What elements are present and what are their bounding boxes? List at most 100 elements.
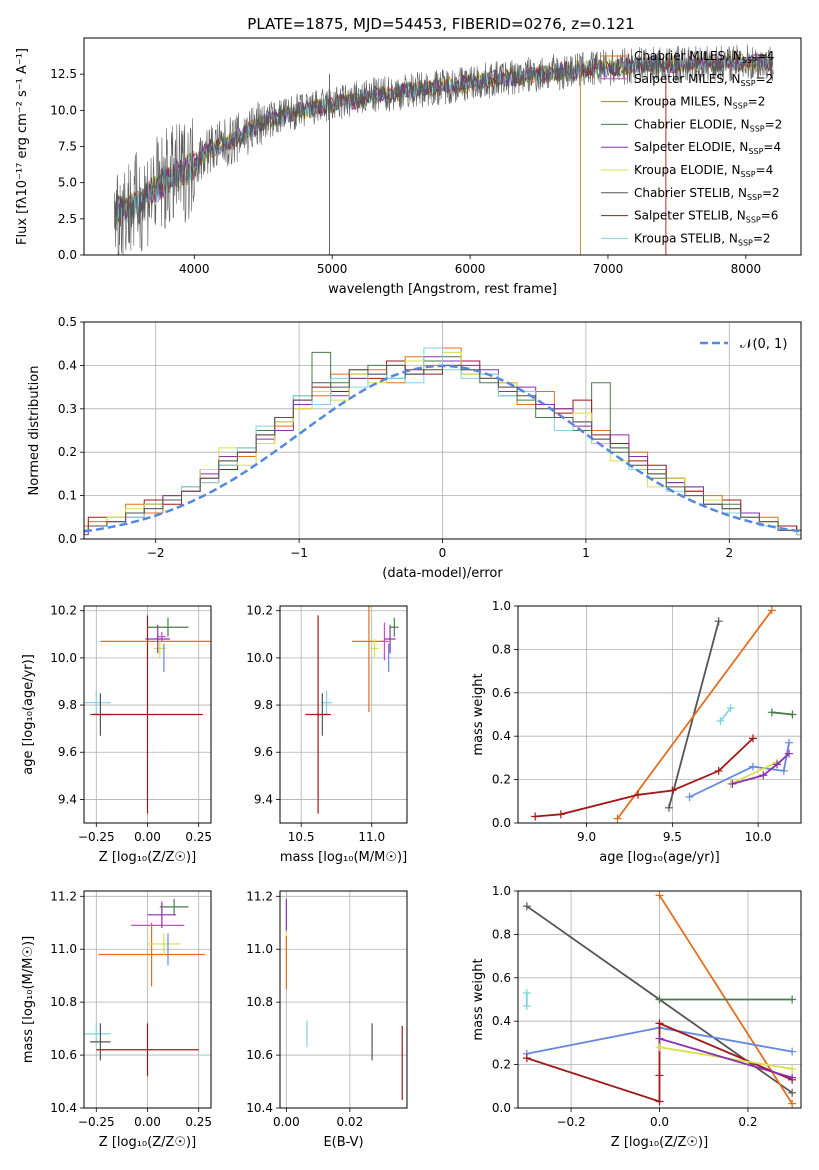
y-tick-label: 2.5: [58, 212, 77, 226]
x-tick-label: 5000: [317, 262, 348, 276]
legend-sub: SSP: [741, 170, 756, 179]
legend-entry: Salpeter ELODIE, NSSP=4: [634, 140, 781, 156]
marker-plus: [788, 995, 797, 1004]
errorbars: [84, 615, 211, 814]
x-tick-label: 10.0: [745, 830, 772, 844]
legend-entry: Chabrier STELIB, NSSP=2: [634, 186, 780, 202]
legend-tail: =2: [765, 117, 783, 131]
x-tick-label: 0.0: [650, 1115, 669, 1129]
y-axis-label: mass [log₁₀(M/M☉)]: [21, 936, 36, 1063]
x-tick-label: 0.00: [273, 1115, 300, 1129]
marker-plus: [664, 803, 673, 812]
y-tick-label: 9.6: [254, 745, 273, 759]
marker-plus: [655, 1034, 664, 1043]
legend-tail: =2: [753, 231, 771, 245]
histograms: [84, 347, 801, 536]
x-tick-label: 0.25: [185, 1115, 212, 1129]
x-tick-label: 0.00: [134, 1115, 161, 1129]
legend-tail: =2: [762, 186, 780, 200]
legend-entry: 𝒩(0, 1): [740, 337, 787, 352]
y-tick-label: 5.0: [58, 176, 77, 190]
plot-frame: [279, 890, 408, 1109]
marker-plus: [522, 902, 531, 911]
marker-plus: [784, 738, 793, 747]
x-tick-label: −1: [290, 546, 308, 560]
legend-entry: Salpeter MILES, NSSP=2: [634, 72, 773, 88]
legend-label: Chabrier ELODIE, N: [634, 117, 750, 131]
marker-plus: [655, 1071, 664, 1080]
y-tick-label: 0.2: [492, 1058, 511, 1072]
y-tick-label: 11.0: [246, 942, 273, 956]
y-tick-label: 10.6: [50, 1048, 77, 1062]
marker-plus: [522, 1054, 531, 1063]
marker-plus: [685, 792, 694, 801]
legend-tail: =4: [757, 49, 775, 63]
legend-tail: =2: [756, 72, 774, 86]
x-tick-label: 1: [582, 546, 590, 560]
x-axis-label: Z [log₁₀(Z/Z☉)]: [99, 850, 196, 865]
y-tick-label: 0.0: [58, 532, 77, 546]
marker-plus: [772, 760, 781, 769]
plot-frame: [83, 605, 212, 824]
legend-sub: SSP: [738, 238, 753, 247]
y-tick-label: 10.4: [246, 1101, 273, 1115]
marker-plus: [714, 766, 723, 775]
x-tick-label: 9.0: [577, 830, 596, 844]
x-tick-label: 10.5: [288, 830, 315, 844]
y-axis-label: Flux [fλ10⁻¹⁷ erg cm⁻² s⁻¹ A⁻¹]: [15, 48, 30, 245]
marker-plus: [788, 1064, 797, 1073]
marker-plus: [613, 814, 622, 823]
x-tick-label: −0.25: [78, 830, 115, 844]
y-tick-label: 0.8: [492, 642, 511, 656]
weight-line: [616, 609, 773, 820]
marker-plus: [522, 988, 531, 997]
y-tick-label: 11.2: [246, 889, 273, 903]
marker-plus: [522, 1002, 531, 1011]
x-tick-label: −0.25: [78, 1115, 115, 1129]
y-tick-label: 10.2: [50, 604, 77, 618]
x-tick-label: 0: [439, 546, 447, 560]
y-tick-label: 10.0: [50, 651, 77, 665]
y-tick-label: 0.4: [492, 729, 511, 743]
panel-massweight-vs-Z: −0.2 0.0 0.2 0.0 0.2 0.4 0.6 0.8 1.0 Z [log₁₀(Z/Z…: [471, 884, 802, 1150]
legend-sub: SSP: [748, 147, 763, 156]
marker-plus: [779, 766, 788, 775]
marker-plus: [748, 762, 757, 771]
y-tick-label: 0.1: [58, 489, 77, 503]
marker-plus: [655, 1043, 664, 1052]
y-tick-label: 9.8: [254, 698, 273, 712]
legend-entry: Salpeter STELIB, NSSP=6: [634, 209, 778, 225]
y-tick-label: 9.6: [58, 745, 77, 759]
legend-entry: Kroupa ELODIE, NSSP=4: [634, 163, 773, 179]
plot-frame: [279, 605, 408, 824]
x-axis-label: age [log₁₀(age/yr)]: [599, 850, 720, 865]
marker-plus: [556, 810, 565, 819]
y-tick-label: 0.4: [492, 1014, 511, 1028]
y-tick-label: 9.8: [58, 698, 77, 712]
weight-line: [732, 752, 790, 785]
errorbars: [84, 898, 205, 1077]
y-tick-label: 10.8: [50, 995, 77, 1009]
y-tick-label: 0.0: [58, 248, 77, 262]
x-axis-label: Z [log₁₀(Z/Z☉)]: [611, 1135, 708, 1150]
marker-plus: [531, 812, 540, 821]
legend-sub: SSP: [742, 56, 757, 65]
plot-frame: [83, 890, 212, 1109]
marker-plus: [668, 786, 677, 795]
marker-plus: [784, 749, 793, 758]
y-tick-label: 0.6: [492, 686, 511, 700]
x-tick-label: 0.02: [336, 1115, 363, 1129]
y-tick-label: 9.4: [58, 792, 77, 806]
y-tick-label: 0.2: [58, 445, 77, 459]
legend-sub: SSP: [750, 124, 765, 133]
x-tick-label: 0.00: [134, 830, 161, 844]
y-axis-label: mass weight: [471, 958, 486, 1040]
x-tick-label: 11.0: [358, 830, 385, 844]
marker-plus: [788, 710, 797, 719]
data-spectrum-line: [114, 44, 774, 255]
y-tick-label: 0.3: [58, 402, 77, 416]
panel-age-vs-mass: 10.5 11.0 9.4 9.6 9.8 10.0 10.2 mass [log₁₀(M/M…: [246, 604, 408, 865]
x-axis-label: E(B-V): [323, 1135, 363, 1150]
